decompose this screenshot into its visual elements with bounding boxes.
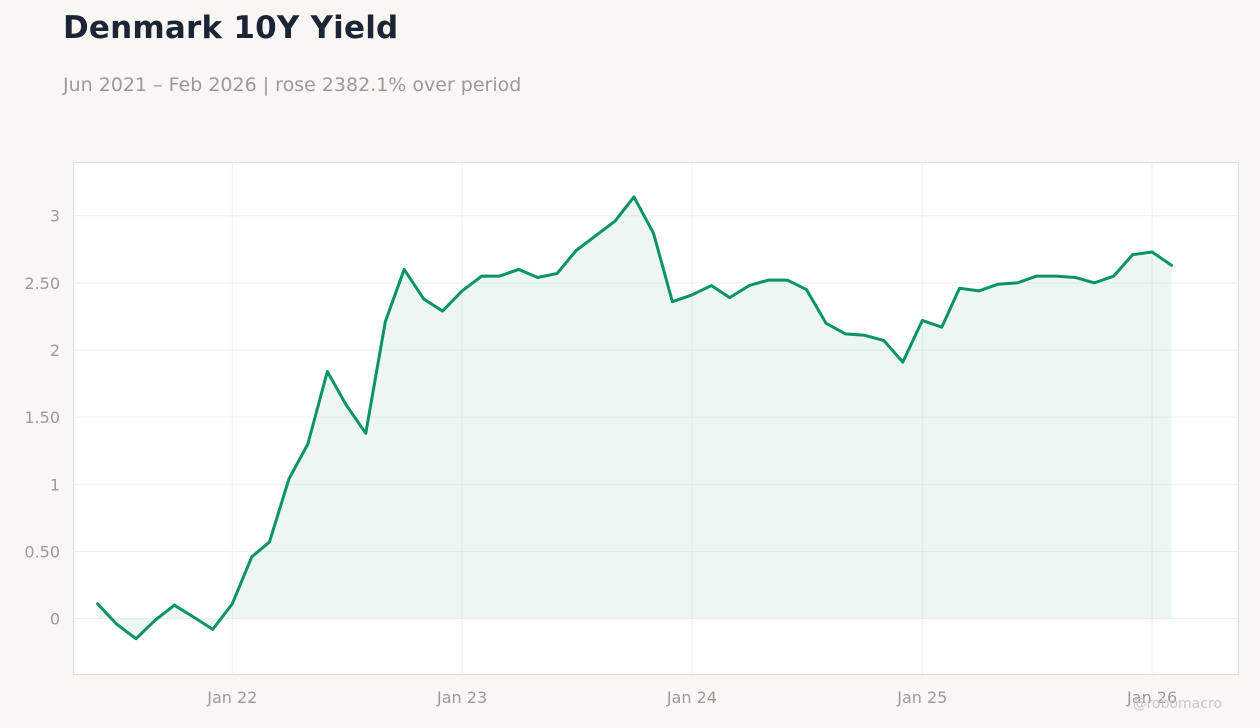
series-line: [96, 195, 1174, 641]
data-point: [440, 308, 446, 314]
data-point: [1130, 252, 1136, 258]
data-point: [1033, 273, 1039, 279]
data-point: [363, 430, 369, 436]
data-point: [939, 324, 945, 330]
chart-title: Denmark 10Y Yield: [63, 10, 399, 46]
x-tick-label: Jan 24: [666, 688, 717, 707]
data-point: [95, 601, 101, 607]
data-point: [382, 319, 388, 325]
x-tick-label: Jan 23: [436, 688, 487, 707]
y-tick-label: 3: [50, 207, 60, 226]
data-point: [191, 614, 197, 620]
x-tick-label: Jan 26: [1126, 688, 1177, 707]
data-point: [554, 270, 560, 276]
data-point: [727, 295, 733, 301]
area-fill: [97, 196, 1172, 639]
plot-frame: [73, 162, 1239, 675]
data-point: [1072, 274, 1078, 280]
watermark: @robomacro: [1132, 696, 1222, 712]
data-point: [881, 338, 887, 344]
data-point: [861, 332, 867, 338]
data-point: [266, 539, 272, 545]
data-point: [1111, 273, 1117, 279]
y-tick-label: 2: [50, 341, 60, 360]
data-point: [976, 288, 982, 294]
data-point: [573, 248, 579, 254]
data-point: [1169, 262, 1175, 268]
data-point: [305, 441, 311, 447]
data-point: [765, 277, 771, 283]
data-point: [401, 266, 407, 272]
y-tick-label: 0: [50, 610, 60, 629]
data-point: [1091, 280, 1097, 286]
data-point: [919, 317, 925, 323]
data-point: [612, 218, 618, 224]
chart-subtitle: Jun 2021 – Feb 2026 | rose 2382.1% over …: [63, 74, 522, 96]
data-point: [229, 601, 235, 607]
data-point: [459, 288, 465, 294]
data-point: [631, 194, 637, 200]
data-point: [516, 266, 522, 272]
data-point: [479, 273, 485, 279]
data-point: [689, 292, 695, 298]
data-point: [995, 281, 1001, 287]
data-point: [1149, 249, 1155, 255]
data-point: [900, 359, 906, 365]
data-point: [171, 602, 177, 608]
data-point: [133, 636, 139, 642]
data-point: [956, 285, 962, 291]
data-point: [785, 277, 791, 283]
axis-labels: 0 0.50 1 1.50 2 2.50 3 Jan 22 Jan 23 Jan 24 Jan 25…: [24, 194, 1177, 707]
data-point: [1014, 280, 1020, 286]
data-point: [669, 299, 675, 305]
data-point: [843, 331, 849, 337]
data-point: [210, 626, 216, 632]
y-tick-label: 1: [50, 475, 60, 494]
data-point: [343, 402, 349, 408]
data-point: [746, 283, 752, 289]
data-point: [708, 283, 714, 289]
y-tick-label: 1.50: [24, 408, 60, 427]
gridlines: [73, 162, 1239, 675]
data-point: [421, 296, 427, 302]
data-point: [324, 368, 330, 374]
data-point: [535, 274, 541, 280]
x-tick-label: Jan 25: [896, 688, 947, 707]
data-point: [152, 617, 158, 623]
data-point: [823, 320, 829, 326]
data-point: [286, 476, 292, 482]
data-point: [113, 621, 119, 627]
data-point: [249, 554, 255, 560]
data-point: [496, 273, 502, 279]
data-point: [803, 287, 809, 293]
data-point: [650, 230, 656, 236]
data-point: [593, 233, 599, 239]
y-tick-label: 0.50: [24, 542, 60, 561]
x-tick-label: Jan 22: [206, 688, 257, 707]
y-tick-label: 2.50: [24, 274, 60, 293]
data-point: [1053, 273, 1059, 279]
